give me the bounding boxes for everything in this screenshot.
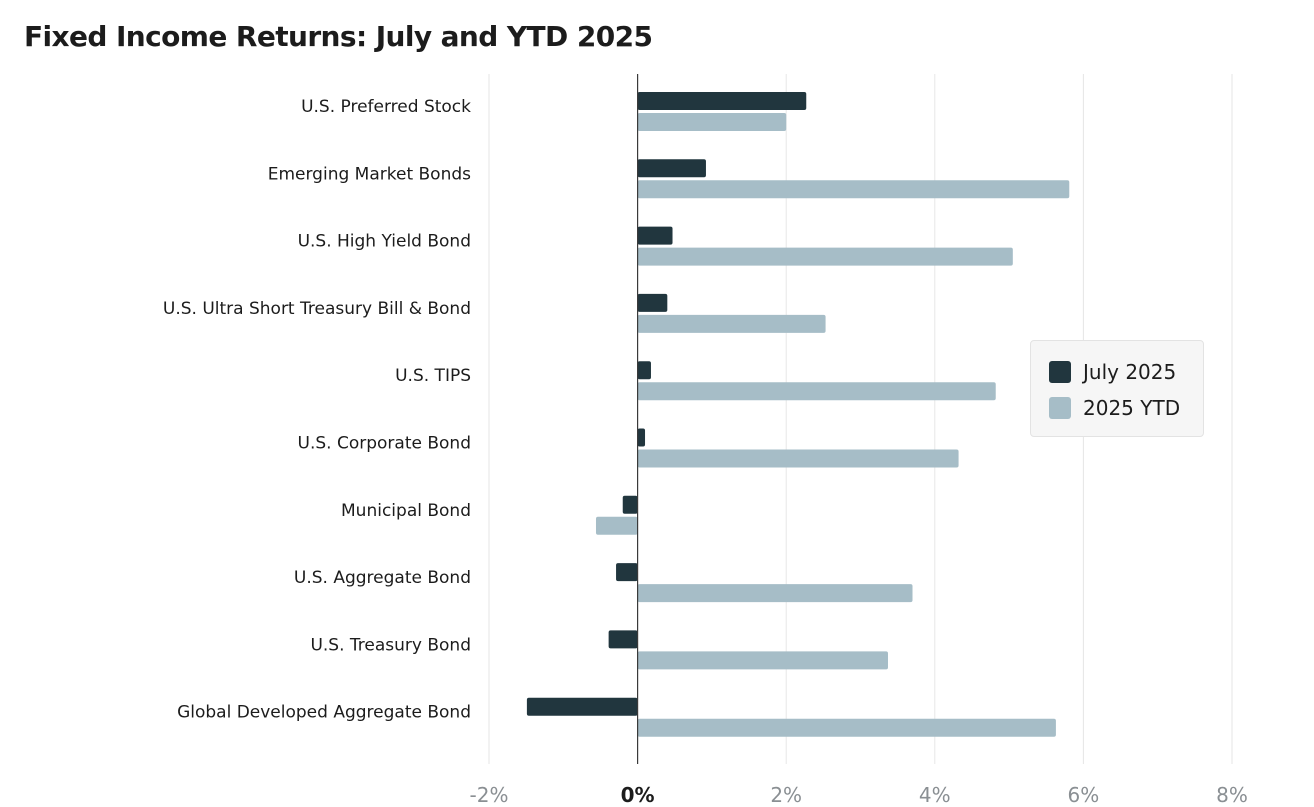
x-tick-label: 2%: [770, 783, 802, 807]
category-labels: U.S. Preferred Stock Emerging Market Bond…: [163, 97, 471, 723]
legend-label-july-2025: July 2025: [1083, 360, 1177, 384]
bar-2025-ytd: [637, 651, 888, 670]
x-tick-label: 6%: [1068, 783, 1100, 807]
category-label: U.S. Aggregate Bond: [294, 568, 471, 588]
bar-2025-ytd: [595, 516, 638, 535]
bar-july-2025: [637, 361, 651, 380]
bar-july-2025: [637, 92, 807, 110]
bar-2025-ytd: [637, 180, 1070, 199]
bar-july-2025: [526, 697, 638, 716]
category-label: Emerging Market Bonds: [268, 164, 471, 184]
bar-july-2025: [637, 226, 673, 245]
bar-2025-ytd: [637, 382, 996, 401]
category-label: U.S. Corporate Bond: [298, 434, 471, 454]
bar-2025-ytd: [637, 247, 1013, 266]
bar-2025-ytd: [637, 113, 787, 131]
legend-label-2025-ytd: 2025 YTD: [1083, 396, 1181, 420]
legend-item-2025-ytd: 2025 YTD: [1049, 396, 1180, 420]
x-tick-label: 8%: [1216, 783, 1248, 807]
x-tick-label: -2%: [470, 783, 509, 807]
x-tick-label: 4%: [919, 783, 951, 807]
legend-swatch-july-2025: [1049, 361, 1071, 383]
category-label: U.S. Treasury Bond: [310, 635, 471, 655]
category-label: U.S. Preferred Stock: [301, 97, 471, 117]
bar-july-2025: [622, 495, 638, 514]
bar-2025-ytd: [637, 314, 826, 333]
bar-july-2025: [637, 159, 706, 178]
bar-july-2025: [637, 293, 668, 312]
category-label: U.S. Ultra Short Treasury Bill & Bond: [163, 299, 471, 319]
category-label: U.S. TIPS: [395, 366, 471, 386]
category-label: Global Developed Aggregate Bond: [177, 703, 471, 723]
bar-2025-ytd: [637, 584, 913, 603]
legend-item-july-2025: July 2025: [1049, 360, 1176, 384]
bar-2025-ytd: [637, 718, 1056, 737]
bar-july-2025: [637, 428, 646, 447]
x-axis-ticks: -2% 0% 2% 4% 6% 8%: [470, 783, 1248, 807]
category-label: Municipal Bond: [341, 501, 471, 521]
bar-2025-ytd: [637, 449, 959, 468]
bar-july-2025: [616, 563, 638, 582]
chart-title: Fixed Income Returns: July and YTD 2025: [24, 20, 653, 53]
legend: July 2025 2025 YTD: [1030, 340, 1204, 437]
x-tick-label: 0%: [621, 783, 655, 807]
bar-july-2025: [608, 630, 638, 649]
legend-swatch-2025-ytd: [1049, 397, 1071, 419]
bars: [526, 74, 1070, 764]
category-label: U.S. High Yield Bond: [298, 232, 471, 252]
